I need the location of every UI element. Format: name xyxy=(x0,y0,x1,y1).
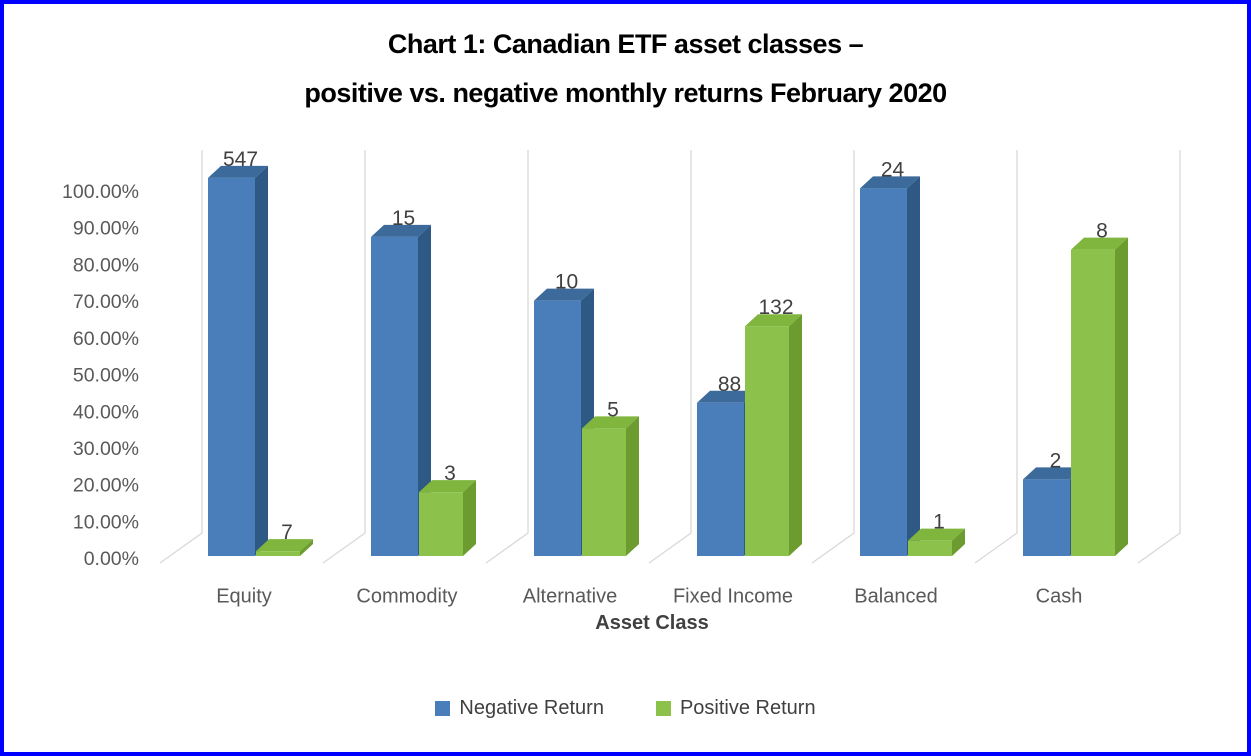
bar-data-label-positive-equity: 7 xyxy=(281,521,293,544)
category-separator-line xyxy=(159,150,203,564)
category-label-balanced: Balanced xyxy=(854,585,937,607)
category-separator-line xyxy=(974,150,1018,564)
bar-top-face-positive-alternative xyxy=(582,416,639,429)
bar-data-label-negative-cash: 2 xyxy=(1050,449,1062,472)
y-tick-label: 90.00% xyxy=(73,218,139,240)
bar-side-face-positive-equity xyxy=(300,539,313,556)
negative-return-swatch-icon xyxy=(435,701,451,716)
bar-top-face-positive-commodity xyxy=(419,480,476,493)
y-tick-label: 40.00% xyxy=(73,401,139,423)
bar-top-face-negative-alternative xyxy=(534,288,594,301)
y-tick-label: 50.00% xyxy=(73,365,139,387)
legend-item-negative-return: Negative Return xyxy=(435,697,604,720)
bar-front-face-negative-alternative xyxy=(534,300,581,556)
bar-data-label-positive-cash: 8 xyxy=(1096,220,1108,243)
bar-top-face-negative-commodity xyxy=(371,224,431,237)
category-separator-line xyxy=(648,150,692,564)
bar-side-face-positive-cash xyxy=(1115,237,1128,556)
bar-front-face-negative-balanced xyxy=(860,188,907,556)
bar-top-face-positive-equity xyxy=(256,539,313,552)
category-separator-line xyxy=(1137,150,1181,564)
bar-front-face-positive-fixed-income xyxy=(745,326,789,556)
bar-data-label-negative-equity: 547 xyxy=(223,148,258,171)
bar-top-face-positive-fixed-income xyxy=(745,314,802,327)
bar-side-face-positive-fixed-income xyxy=(789,314,802,556)
category-label-alternative: Alternative xyxy=(523,585,618,607)
chart-title-line1: Chart 1: Canadian ETF asset classes – xyxy=(387,29,864,59)
positive-return-swatch-icon xyxy=(655,701,671,716)
bar-data-label-negative-commodity: 15 xyxy=(392,207,415,230)
bar-side-face-negative-equity xyxy=(255,165,268,556)
bar-data-label-positive-commodity: 3 xyxy=(444,462,456,485)
bar-side-face-negative-balanced xyxy=(907,176,920,556)
bar-top-face-negative-fixed-income xyxy=(697,390,757,403)
legend-label-negative-return: Negative Return xyxy=(459,697,604,719)
y-tick-label: 0.00% xyxy=(84,548,139,570)
bar-front-face-positive-balanced xyxy=(908,540,952,556)
category-label-fixed-income: Fixed Income xyxy=(673,585,793,607)
bar-side-face-negative-commodity xyxy=(418,224,431,556)
bar-front-face-negative-fixed-income xyxy=(697,402,744,556)
bar-front-face-negative-cash xyxy=(1023,479,1070,556)
y-tick-label: 80.00% xyxy=(73,254,139,276)
category-separator-line xyxy=(485,150,529,564)
bar-front-face-positive-alternative xyxy=(582,428,626,556)
bar-front-face-positive-cash xyxy=(1071,249,1115,556)
bar-top-face-positive-balanced xyxy=(908,528,965,541)
chart-title-line2: positive vs. negative monthly returns Fe… xyxy=(304,78,947,108)
category-label-commodity: Commodity xyxy=(356,585,457,607)
y-tick-label: 60.00% xyxy=(73,328,139,350)
bar-top-face-positive-cash xyxy=(1071,237,1128,250)
y-tick-label: 30.00% xyxy=(73,438,139,460)
legend-item-positive-return: Positive Return xyxy=(655,697,816,720)
bar-front-face-positive-equity xyxy=(256,551,300,556)
bar-data-label-positive-fixed-income: 132 xyxy=(758,296,793,319)
bar-data-label-positive-balanced: 1 xyxy=(933,511,945,534)
bar-data-label-negative-fixed-income: 88 xyxy=(718,373,741,396)
bar-top-face-negative-balanced xyxy=(860,176,920,189)
legend-label-positive-return: Positive Return xyxy=(679,697,816,719)
y-tick-label: 70.00% xyxy=(73,291,139,313)
category-separator-line xyxy=(811,150,855,564)
y-tick-label: 100.00% xyxy=(62,181,139,203)
bar-top-face-negative-cash xyxy=(1023,467,1083,480)
bar-front-face-positive-commodity xyxy=(419,492,463,556)
legend: Negative Return Positive Return xyxy=(0,697,1251,720)
x-axis-title: Asset Class xyxy=(595,612,708,634)
bar-front-face-negative-equity xyxy=(208,177,255,556)
chart-title: Chart 1: Canadian ETF asset classes – po… xyxy=(0,20,1251,118)
bar-front-face-negative-commodity xyxy=(371,236,418,556)
bar-data-label-negative-balanced: 24 xyxy=(881,158,905,181)
bar-side-face-positive-balanced xyxy=(952,528,965,556)
bar-data-label-negative-alternative: 10 xyxy=(555,271,578,294)
y-tick-label: 20.00% xyxy=(73,475,139,497)
category-label-cash: Cash xyxy=(1036,585,1083,607)
bar-side-face-positive-alternative xyxy=(626,416,639,556)
bar-data-label-positive-alternative: 5 xyxy=(607,398,619,421)
y-tick-label: 10.00% xyxy=(73,511,139,533)
category-label-equity: Equity xyxy=(216,585,272,607)
category-separator-line xyxy=(322,150,366,564)
bar-side-face-positive-commodity xyxy=(463,480,476,556)
bar-top-face-negative-equity xyxy=(208,165,268,178)
